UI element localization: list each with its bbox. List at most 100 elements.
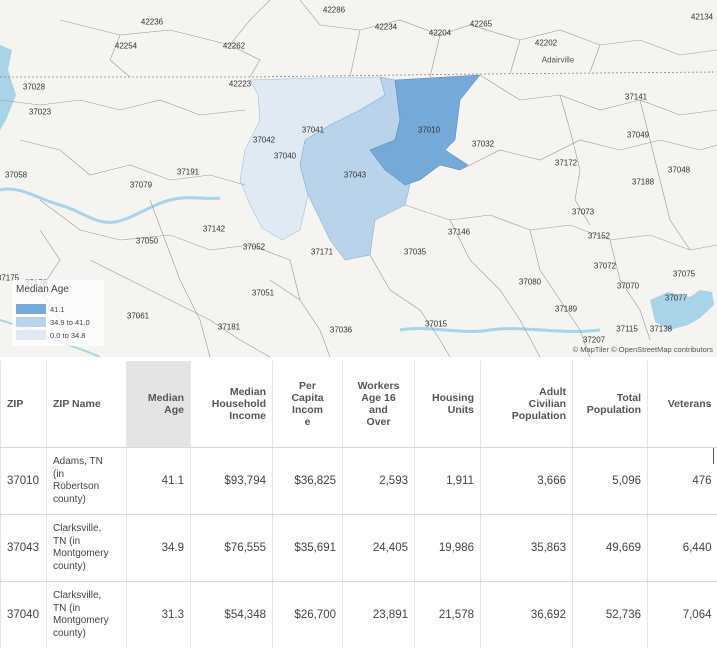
zip-label-37070: 37070 (617, 282, 639, 291)
zip-label-37075: 37075 (673, 270, 695, 279)
column-header-line: Veterans (668, 398, 712, 410)
cell-zip-name-line: Robertson (53, 481, 99, 492)
column-header-line: Per (299, 380, 316, 392)
zip-label-37061: 37061 (127, 312, 149, 321)
column-header-zip-name[interactable]: ZIP Name (47, 361, 127, 448)
zip-label-37073: 37073 (572, 208, 594, 217)
zip-label-37171: 37171 (311, 248, 333, 257)
column-header-line: Age 16 (361, 392, 395, 404)
cell-per-capita-income: $26,700 (273, 582, 343, 648)
row-indicator (713, 448, 714, 464)
zip-label-37050: 37050 (136, 237, 158, 246)
cell-zip-name-line: Montgomery (53, 548, 109, 559)
column-header-line: Household (212, 398, 266, 410)
zip-label-37207: 37207 (583, 336, 605, 345)
zip-label-37043: 37043 (344, 171, 366, 180)
cell-total-population: 5,096 (573, 448, 648, 515)
zip-label-37142: 37142 (203, 225, 225, 234)
cell-workers: 24,405 (343, 515, 415, 582)
cell-zip-name-line: Montgomery (53, 615, 109, 626)
cell-median-age: 31.3 (127, 582, 191, 648)
cell-adult-civilian-population: 36,692 (481, 582, 573, 648)
zip-label-37052: 37052 (243, 243, 265, 252)
cell-housing-units: 1,911 (415, 448, 481, 515)
zip-label-37079: 37079 (130, 181, 152, 190)
cell-housing-units: 19,986 (415, 515, 481, 582)
cell-zip-name-line: Adams, TN (53, 456, 103, 467)
zip-label-37048: 37048 (668, 166, 690, 175)
column-header-line: ZIP Name (53, 398, 101, 410)
legend-swatch (16, 304, 46, 314)
cell-veterans: 7,064 (648, 582, 717, 648)
column-header-line: and (369, 404, 388, 416)
zip-label-42134: 42134 (691, 13, 713, 22)
legend-item: 41.1 (16, 304, 65, 314)
cell-total-population: 52,736 (573, 582, 648, 648)
cell-adult-civilian-population: 35,863 (481, 515, 573, 582)
zip-label-37138: 37138 (650, 325, 672, 334)
cell-median-age: 41.1 (127, 448, 191, 515)
zip-label-37032: 37032 (472, 140, 494, 149)
river-south (400, 329, 600, 332)
column-header-line: Workers (358, 380, 400, 392)
column-header-line: ZIP (7, 398, 23, 410)
column-header-line: Income (229, 410, 266, 422)
zip-label-37049: 37049 (627, 131, 649, 140)
map-legend: Median Age 41.1 34.9 to 41.0 0.0 to 34.8 (12, 280, 104, 346)
zip-label-37072: 37072 (594, 262, 616, 271)
state-line (0, 72, 717, 77)
column-header-zip[interactable]: ZIP (1, 361, 47, 448)
zip-label-37146: 37146 (448, 228, 470, 237)
cell-median-age: 34.9 (127, 515, 191, 582)
legend-label: 0.0 to 34.8 (50, 331, 85, 340)
zip-label-42204: 42204 (429, 29, 451, 38)
zip-label-37188: 37188 (632, 178, 654, 187)
zip-label-37141: 37141 (625, 93, 647, 102)
zip-label-42236: 42236 (141, 18, 163, 27)
zip-label-37010: 37010 (418, 126, 440, 135)
column-header-line: Housing (432, 392, 474, 404)
column-header-line: Median (148, 392, 184, 404)
cell-zip: 37010 (1, 448, 47, 515)
cell-zip: 37043 (1, 515, 47, 582)
map-attribution: © MapTiler © OpenStreetMap contributors (573, 345, 713, 354)
zip-label-42223: 42223 (229, 80, 251, 89)
cell-zip-name-line: county) (53, 628, 86, 639)
cell-median-household-income: $93,794 (191, 448, 273, 515)
zip-label-42254: 42254 (115, 42, 137, 51)
zip-label-37191: 37191 (177, 168, 199, 177)
zip-label-37036: 37036 (330, 326, 352, 335)
zip-label-37189: 37189 (555, 305, 577, 314)
zip-label-37181: 37181 (218, 323, 240, 332)
cell-zip-name-line: (in (53, 469, 64, 480)
zip-label-37058: 37058 (5, 171, 27, 180)
column-header-line: Adult (539, 386, 566, 398)
column-header-line: Total (617, 392, 641, 404)
cell-per-capita-income: $36,825 (273, 448, 343, 515)
zip-label-37040: 37040 (274, 152, 296, 161)
cell-veterans: 476 (648, 448, 717, 515)
cell-median-household-income: $76,555 (191, 515, 273, 582)
column-header-veterans[interactable]: Veterans (648, 361, 717, 448)
column-header-line: Incom (292, 404, 323, 416)
legend-swatch (16, 317, 46, 327)
cell-workers: 2,593 (343, 448, 415, 515)
river-west (0, 45, 16, 130)
cell-zip-name-line: county) (53, 494, 86, 505)
cell-total-population: 49,669 (573, 515, 648, 582)
